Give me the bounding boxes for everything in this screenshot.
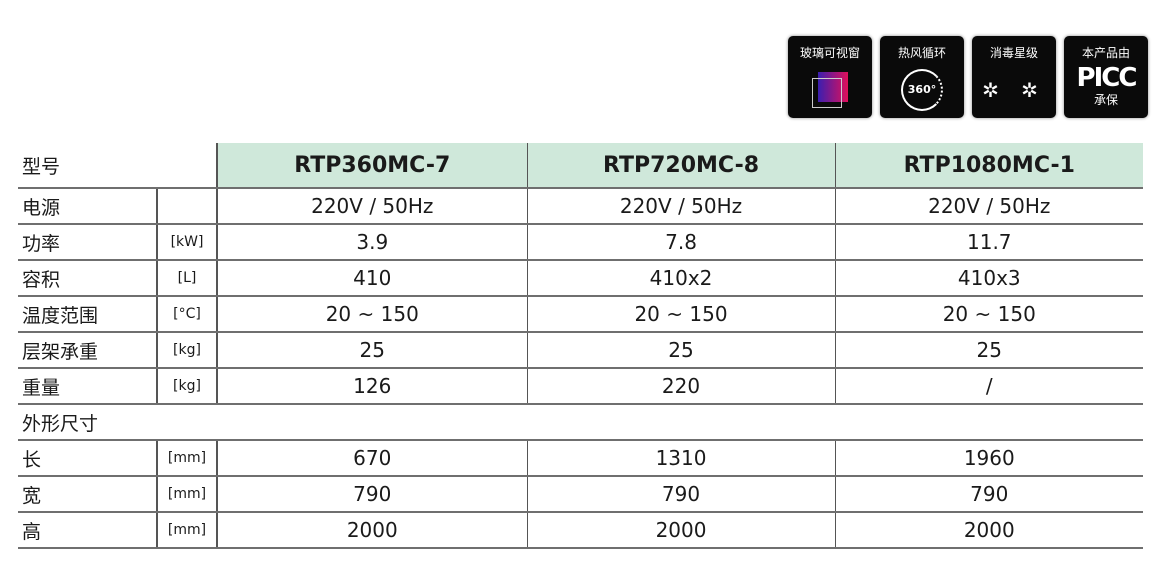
row-label: 长 (18, 440, 157, 477)
row-unit: [kg] (155, 368, 219, 405)
table-row: 高 [mm] 2000 2000 2000 (18, 512, 1144, 549)
table-row: 重量 [kg] 126 220/ (18, 368, 1144, 405)
badge-glass-window: 玻璃可视窗 (788, 36, 872, 118)
cell-value: 220 (527, 368, 836, 405)
model-label: 型号 (18, 143, 218, 189)
cell-value: 1960 (835, 440, 1144, 477)
row-unit: [mm] (155, 476, 219, 513)
cell-value: 3.9 (217, 224, 528, 261)
row-label: 重量 (18, 368, 157, 405)
badge-picc: 本产品由 PICC 承保 (1064, 36, 1148, 118)
cell-value: 410 (217, 260, 528, 297)
row-unit: [mm] (155, 512, 219, 549)
table-row: 长 [mm] 670 1310 1960 (18, 440, 1144, 477)
disinfection-stars-icon: ✲ ✲ (982, 77, 1046, 102)
cell-value: 126 (217, 368, 528, 405)
cell-value: / (835, 368, 1144, 405)
header-row: 型号 RTP360MC-7 RTP720MC-8 RTP1080MC-1 (18, 143, 1144, 189)
cell-value: 20 ~ 150 (217, 296, 528, 333)
row-label: 容积 (18, 260, 157, 297)
badge-disinfection: 消毒星级 ✲ ✲ (972, 36, 1056, 118)
table-row: 功率 [kW] 3.9 7.8 11.7 (18, 224, 1144, 261)
cell-value: 20 ~ 150 (527, 296, 836, 333)
cell-value: 25 (527, 332, 836, 369)
model-name: RTP1080MC-1 (835, 143, 1144, 189)
cell-value: 25 (217, 332, 528, 369)
cell-value: 25 (835, 332, 1144, 369)
feature-badges: 玻璃可视窗 热风循环 360° 消毒星级 ✲ ✲ 本产品由 PICC 承保 (788, 36, 1148, 118)
spec-table: 型号 RTP360MC-7 RTP720MC-8 RTP1080MC-1 电源 2… (18, 143, 1144, 549)
cell-value: 790 (217, 476, 528, 513)
360-circulation-icon: 360° (901, 68, 943, 111)
table-row: 温度范围 [°C] 20 ~ 150 20 ~ 150 20 ~ 150 (18, 296, 1144, 333)
row-label: 高 (18, 512, 157, 549)
cell-value: 2000 (835, 512, 1144, 549)
row-unit: [L] (155, 260, 219, 297)
cell-value: 790 (835, 476, 1144, 513)
picc-logo: PICC (1076, 63, 1138, 93)
row-label: 宽 (18, 476, 157, 513)
badge-title: 热风循环 (897, 46, 946, 60)
cell-value: 410x2 (527, 260, 836, 297)
cell-value: 220V / 50Hz (527, 188, 836, 225)
badge-title: 本产品由 (1081, 46, 1130, 60)
model-name: RTP360MC-7 (216, 143, 528, 189)
cell-value: 2000 (217, 512, 528, 549)
row-label: 层架承重 (18, 332, 157, 369)
cell-value: 11.7 (835, 224, 1144, 261)
row-unit (155, 188, 219, 225)
cell-value: 220V / 50Hz (835, 188, 1144, 225)
badge-bottom: 承保 (1093, 93, 1118, 107)
cell-value: 7.8 (527, 224, 836, 261)
cell-value: 790 (527, 476, 836, 513)
row-unit: [kW] (155, 224, 219, 261)
group-label: 外形尺寸 (18, 404, 1144, 441)
table-row: 容积 [L] 410 410x2 410x3 (18, 260, 1144, 297)
group-row: 外形尺寸 (18, 404, 1144, 441)
table-row: 层架承重 [kg] 25 25 25 (18, 332, 1144, 369)
row-unit: [kg] (155, 332, 219, 369)
row-label: 电源 (18, 188, 157, 225)
cell-value: 20 ~ 150 (835, 296, 1144, 333)
badge-title: 玻璃可视窗 (799, 46, 860, 60)
badge-title: 消毒星级 (989, 46, 1038, 60)
model-name: RTP720MC-8 (527, 143, 836, 189)
table-row: 宽 [mm] 790 790 790 (18, 476, 1144, 513)
table-row: 电源 220V / 50Hz 220V / 50Hz 220V / 50Hz (18, 188, 1144, 225)
row-label: 功率 (18, 224, 157, 261)
cell-value: 670 (217, 440, 528, 477)
badge-hot-air: 热风循环 360° (880, 36, 964, 118)
row-unit: [°C] (155, 296, 219, 333)
cell-value: 410x3 (835, 260, 1144, 297)
cell-value: 2000 (527, 512, 836, 549)
cell-value: 220V / 50Hz (217, 188, 528, 225)
glass-window-icon (812, 71, 848, 108)
row-label: 温度范围 (18, 296, 157, 333)
row-unit: [mm] (155, 440, 219, 477)
cell-value: 1310 (527, 440, 836, 477)
